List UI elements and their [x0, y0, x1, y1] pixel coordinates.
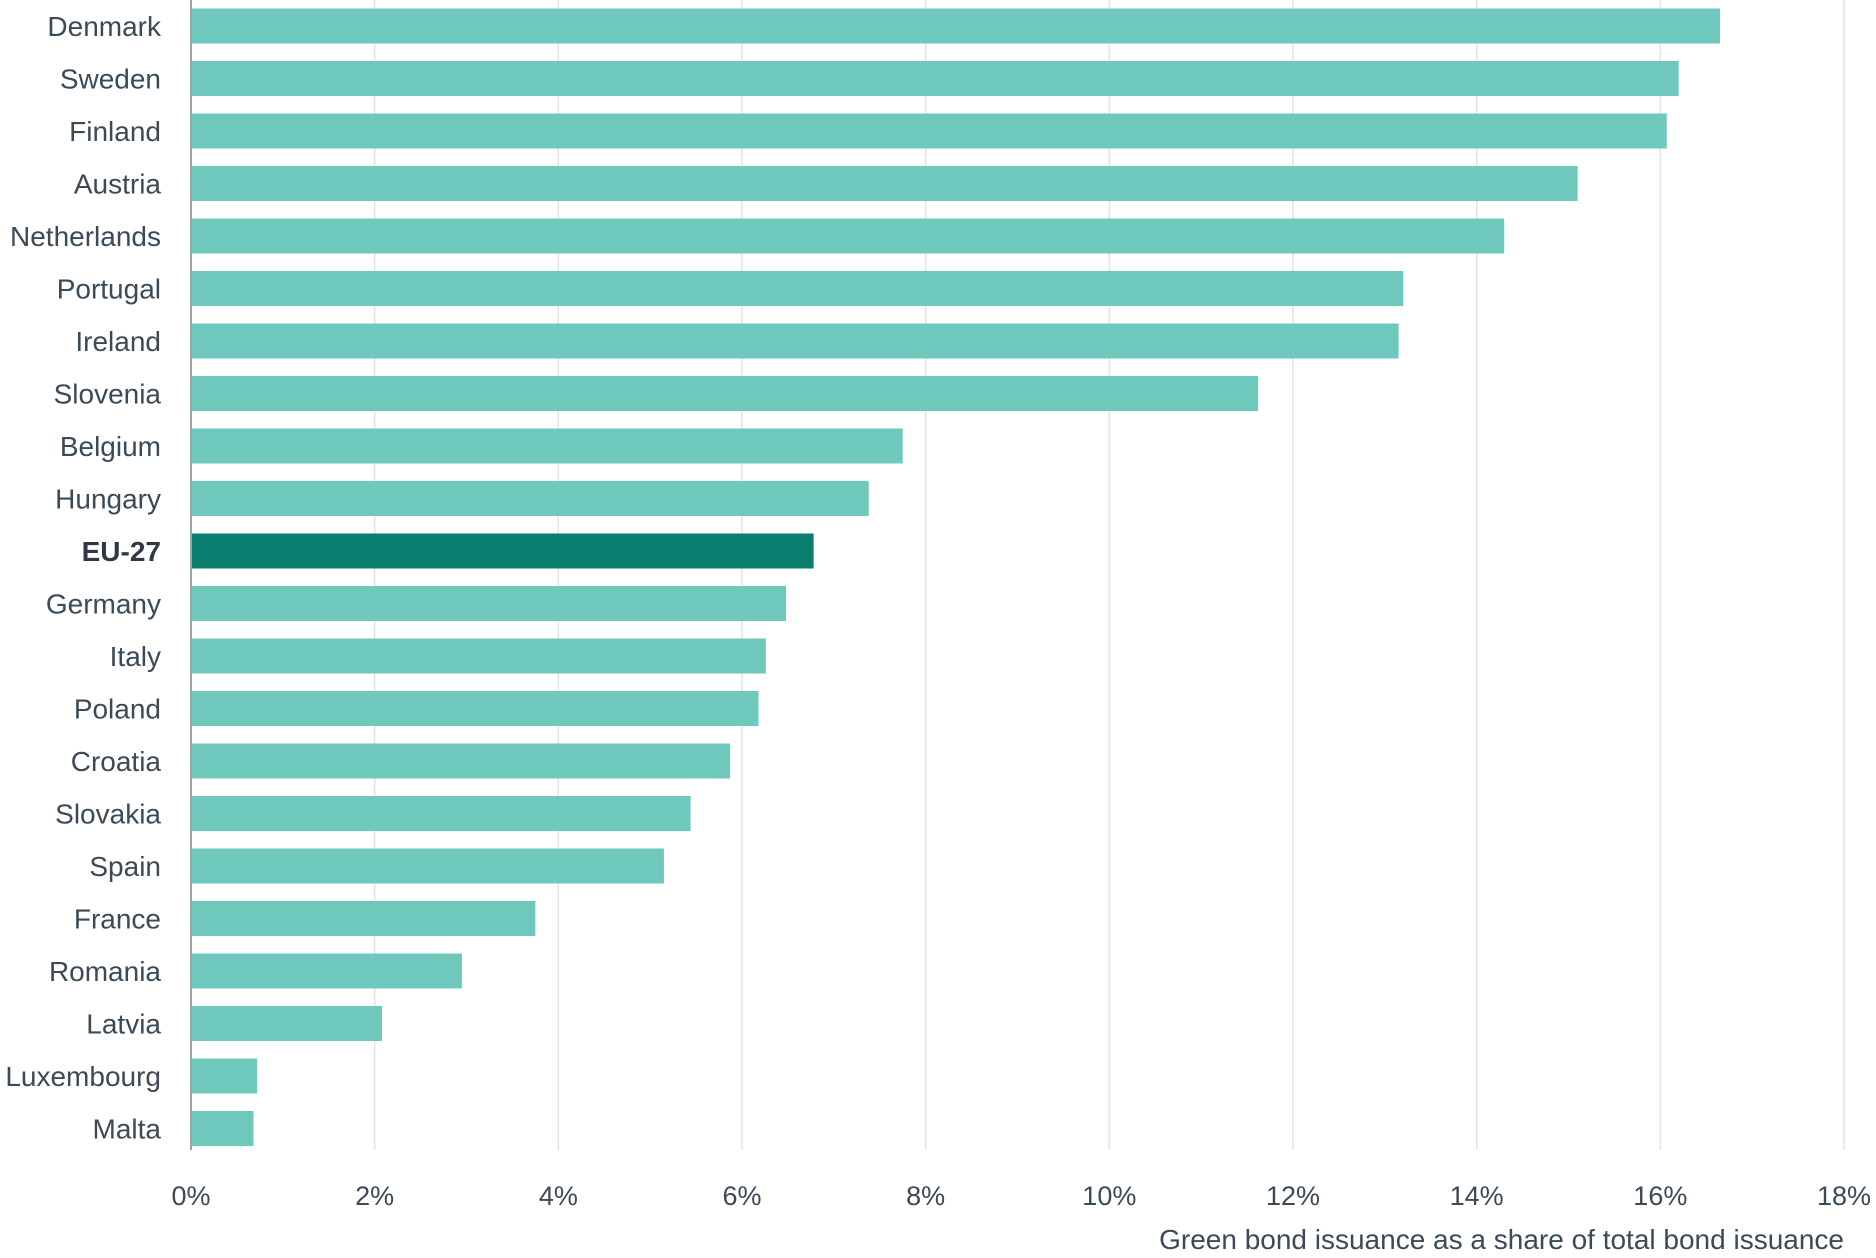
category-label: France — [74, 904, 161, 935]
x-tick-label: 14% — [1450, 1181, 1504, 1211]
x-tick-label: 18% — [1817, 1181, 1871, 1211]
bar-italy — [191, 638, 766, 674]
bar-poland — [191, 691, 759, 726]
category-label: Malta — [93, 1114, 162, 1145]
category-label: Denmark — [47, 11, 162, 42]
bar-luxembourg — [191, 1058, 258, 1094]
category-label: Hungary — [55, 484, 161, 515]
bar-sweden — [191, 61, 1679, 96]
category-label: Netherlands — [10, 221, 161, 252]
bar-slovakia — [191, 796, 691, 831]
bar-austria — [191, 166, 1578, 201]
category-label: Luxembourg — [5, 1061, 161, 1092]
x-tick-label: 10% — [1082, 1181, 1136, 1211]
category-label: EU-27 — [82, 536, 161, 567]
x-axis-ticks: 0% 2% 4% 6% 8% 10% 12% 14% 16% 18% — [171, 1181, 1871, 1211]
bar-latvia — [191, 1006, 383, 1041]
bar-croatia — [191, 743, 731, 779]
bar-france — [191, 901, 536, 936]
bar-ireland — [191, 323, 1399, 359]
category-label: Slovenia — [54, 379, 162, 410]
bar-hungary — [191, 481, 869, 516]
category-label: Slovakia — [55, 799, 161, 830]
category-label: Belgium — [60, 431, 161, 462]
bar-netherlands — [191, 218, 1505, 254]
category-label: Italy — [110, 641, 161, 672]
category-label: Croatia — [71, 746, 162, 777]
x-tick-label: 16% — [1633, 1181, 1687, 1211]
x-axis-title: Green bond issuance as a share of total … — [1159, 1224, 1844, 1255]
x-tick-label: 6% — [722, 1181, 761, 1211]
x-tick-label: 12% — [1266, 1181, 1320, 1211]
category-label: Ireland — [75, 326, 161, 357]
category-label: Finland — [69, 116, 161, 147]
category-label: Austria — [74, 169, 162, 200]
bar-romania — [191, 953, 462, 989]
x-tick-label: 8% — [906, 1181, 945, 1211]
x-tick-label: 2% — [355, 1181, 394, 1211]
category-labels: Denmark Sweden Finland Austria Netherlands Po… — [5, 11, 162, 1145]
category-label: Germany — [46, 589, 161, 620]
category-label: Latvia — [86, 1009, 161, 1040]
x-tick-label: 4% — [539, 1181, 578, 1211]
bar-spain — [191, 848, 664, 884]
bar-germany — [191, 586, 787, 621]
bar-slovenia — [191, 376, 1259, 411]
category-label: Spain — [89, 851, 161, 882]
bar-malta — [191, 1111, 254, 1146]
bar-denmark — [191, 8, 1721, 44]
bars — [191, 8, 1721, 1146]
category-label: Poland — [74, 694, 161, 725]
bar-eu-27 — [191, 533, 814, 569]
category-label: Portugal — [57, 274, 161, 305]
bar-belgium — [191, 428, 903, 464]
bar-portugal — [191, 271, 1404, 306]
x-tick-label: 0% — [171, 1181, 210, 1211]
bar-finland — [191, 113, 1667, 149]
category-label: Sweden — [60, 64, 161, 95]
category-label: Romania — [49, 956, 161, 987]
